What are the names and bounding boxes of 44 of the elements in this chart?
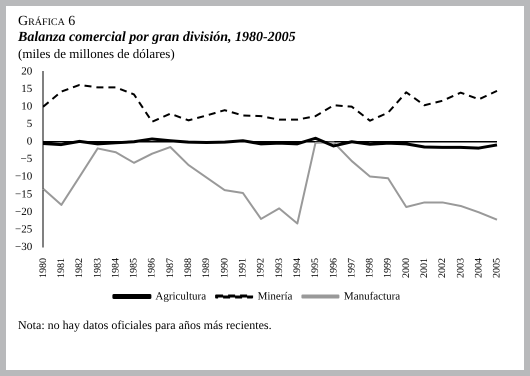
x-tick-label: 1991 [238,258,248,278]
x-tick-label: 1988 [183,258,194,278]
x-tick-label: 1990 [219,258,230,278]
y-tick-label: −5 [20,153,33,166]
y-tick-label: −15 [14,188,33,200]
y-tick-label: −20 [14,206,33,218]
x-tick-label: 1983 [92,258,104,278]
x-tick-label: 1999 [382,258,394,278]
x-tick-label: 1994 [292,258,303,278]
legend-label: Manufactura [344,290,400,302]
x-tick-label: 2005 [492,258,503,278]
legend-label: Agricultura [155,290,206,302]
y-tick-label: 5 [26,118,33,130]
y-tick-label: −10 [14,170,33,183]
x-tick-label: 1995 [310,258,322,278]
x-tick-label: 1982 [74,258,86,278]
x-tick-label: 1996 [328,258,340,278]
y-tick-label: −30 [14,240,33,253]
x-tick-label: 1981 [56,258,67,278]
x-tick-label: 1986 [146,258,158,278]
text: Nota: no hay datos oficiales para años más recientes. [18,318,273,333]
x-tick-label: 2003 [455,258,466,278]
x-tick-label: 1984 [110,258,122,278]
y-axis-title: (miles de millones de dólares) [18,46,176,62]
x-tick-label: 1989 [201,258,212,278]
y-tick-label: −25 [14,223,33,236]
x-tick-label: 1980 [38,258,49,278]
x-tick-label: 2000 [400,258,412,278]
legend-label: Minería [258,290,293,302]
y-tick-label: 10 [21,100,33,113]
x-tick-label: 2002 [437,258,448,278]
x-tick-label: 1985 [128,258,140,278]
x-tick-label: 1992 [256,258,267,278]
x-tick-label: 2001 [419,258,430,278]
x-tick-label: 1987 [164,258,176,278]
chart-subtitle: Balanza comercial por gran división, 1980-2005 [18,30,297,46]
y-tick-label: 15 [21,83,33,96]
y-tick-label: 0 [26,136,33,148]
x-tick-label: 2004 [473,258,484,278]
x-tick-label: 1993 [274,258,285,278]
x-tick-label: 1998 [364,258,376,278]
x-tick-label: 1997 [346,258,358,278]
chart-title: Gráfica 6 [18,14,76,30]
y-tick-label: 20 [21,65,33,78]
